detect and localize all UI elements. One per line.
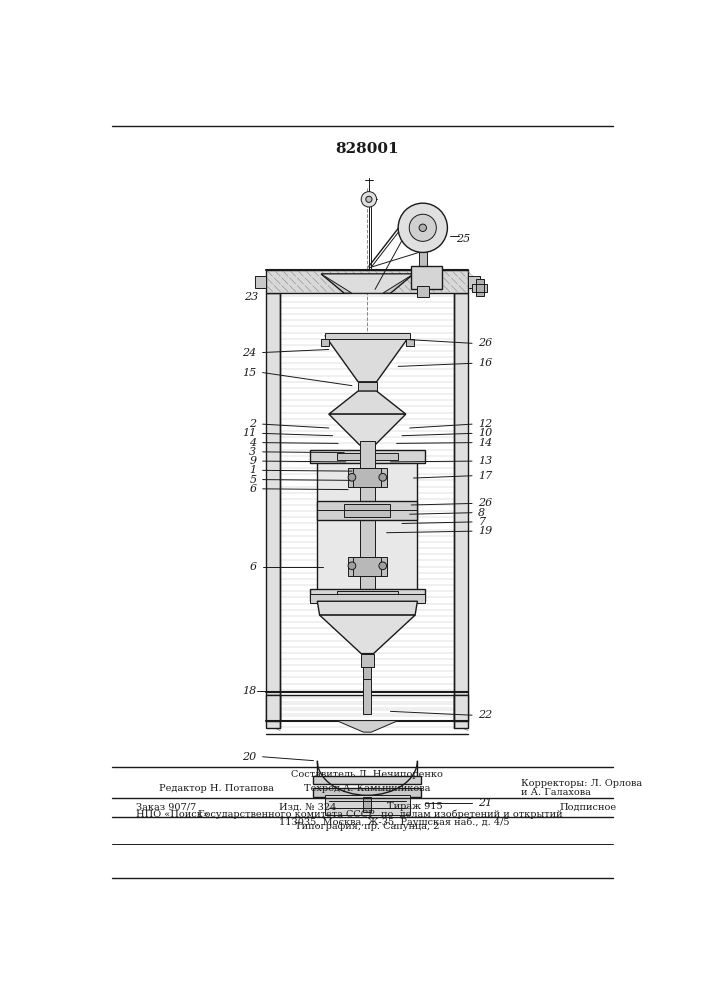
Text: Типография, пр. Сапунца, 2: Типография, пр. Сапунца, 2	[295, 822, 440, 831]
Bar	[361, 654, 373, 667]
Circle shape	[409, 214, 436, 241]
Bar	[313, 788, 421, 797]
Text: 10: 10	[478, 428, 493, 438]
Circle shape	[348, 473, 356, 481]
Text: 5: 5	[250, 475, 257, 485]
Text: 6: 6	[250, 484, 257, 494]
Text: Тираж 915: Тираж 915	[387, 802, 442, 811]
Text: 6: 6	[250, 562, 257, 572]
Bar	[468, 276, 480, 288]
Text: Подписное: Подписное	[560, 802, 617, 811]
Text: НПО «Поиск»: НПО «Поиск»	[136, 810, 209, 819]
Text: 1: 1	[250, 465, 257, 475]
Text: Заказ 907/7: Заказ 907/7	[136, 802, 197, 811]
Text: 12: 12	[478, 419, 493, 429]
Bar	[255, 276, 267, 288]
Text: 4: 4	[250, 438, 257, 448]
Text: Техред А. Камышникова: Техред А. Камышникова	[304, 784, 431, 793]
Bar	[344, 504, 390, 517]
Text: 15: 15	[243, 368, 257, 378]
Text: 113035, Москва, Ж-35, Раушская наб., д. 4/5: 113035, Москва, Ж-35, Раушская наб., д. …	[279, 817, 509, 827]
Bar	[363, 797, 371, 812]
Bar	[360, 445, 375, 456]
Bar	[419, 252, 426, 291]
Bar	[363, 667, 371, 679]
Text: 24: 24	[243, 348, 257, 358]
Bar	[310, 450, 425, 463]
Text: 16: 16	[478, 358, 493, 368]
Bar	[348, 557, 387, 576]
Circle shape	[379, 562, 387, 570]
Bar	[354, 557, 381, 576]
Text: 22: 22	[478, 710, 493, 720]
Text: 20: 20	[243, 752, 257, 762]
Text: 25: 25	[456, 234, 470, 244]
Bar	[455, 293, 468, 728]
Bar	[411, 266, 442, 289]
Bar	[363, 679, 371, 714]
Bar	[354, 468, 381, 487]
Bar	[321, 339, 329, 346]
Polygon shape	[325, 336, 409, 382]
Polygon shape	[321, 274, 414, 293]
Text: 13: 13	[478, 456, 493, 466]
Circle shape	[366, 196, 372, 202]
Text: Составитель Л. Нечипоренко: Составитель Л. Нечипоренко	[291, 770, 443, 779]
Bar	[317, 456, 417, 595]
Text: 3: 3	[250, 447, 257, 457]
Text: Редактор Н. Потапова: Редактор Н. Потапова	[160, 784, 274, 793]
Text: и А. Галахова: и А. Галахова	[521, 788, 591, 797]
Polygon shape	[329, 414, 406, 445]
Text: 18: 18	[243, 686, 257, 696]
Polygon shape	[321, 274, 414, 293]
Text: 8: 8	[478, 508, 485, 518]
Text: Государственного комитета СССР  по  делам изобретений и открытий: Государственного комитета СССР по делам …	[198, 810, 563, 819]
Bar	[472, 284, 487, 292]
Text: 17: 17	[478, 471, 493, 481]
Bar	[416, 286, 429, 297]
Text: 21: 21	[478, 798, 493, 808]
Text: 14: 14	[478, 438, 493, 448]
Text: 26: 26	[478, 498, 493, 508]
Bar	[325, 333, 409, 339]
Circle shape	[419, 224, 426, 231]
Text: Изд. № 324: Изд. № 324	[279, 802, 336, 811]
Polygon shape	[317, 601, 417, 615]
Bar	[310, 589, 425, 601]
Bar	[317, 501, 417, 520]
Bar	[267, 695, 281, 721]
Text: 7: 7	[478, 517, 485, 527]
Circle shape	[348, 562, 356, 570]
Polygon shape	[329, 391, 406, 414]
Bar	[337, 453, 398, 460]
Text: 2: 2	[250, 419, 257, 429]
Bar	[348, 468, 387, 487]
Bar	[358, 382, 377, 391]
Circle shape	[379, 473, 387, 481]
Circle shape	[398, 203, 448, 252]
Text: 23: 23	[244, 292, 258, 302]
Bar	[360, 441, 375, 610]
Text: 26: 26	[478, 338, 493, 348]
Text: 11: 11	[243, 428, 257, 438]
Text: 828001: 828001	[336, 142, 399, 156]
Bar	[313, 776, 421, 784]
Bar	[310, 594, 425, 603]
Polygon shape	[320, 615, 415, 654]
Bar	[337, 591, 398, 599]
Bar	[455, 695, 468, 721]
Polygon shape	[337, 721, 398, 732]
Bar	[267, 270, 468, 293]
Bar	[325, 795, 409, 815]
Bar	[476, 279, 484, 296]
Circle shape	[361, 192, 377, 207]
Text: 19: 19	[478, 526, 493, 536]
Text: 9: 9	[250, 456, 257, 466]
Text: Корректоры: Л. Орлова: Корректоры: Л. Орлова	[521, 779, 643, 788]
Bar	[267, 293, 281, 728]
Bar	[406, 339, 414, 346]
